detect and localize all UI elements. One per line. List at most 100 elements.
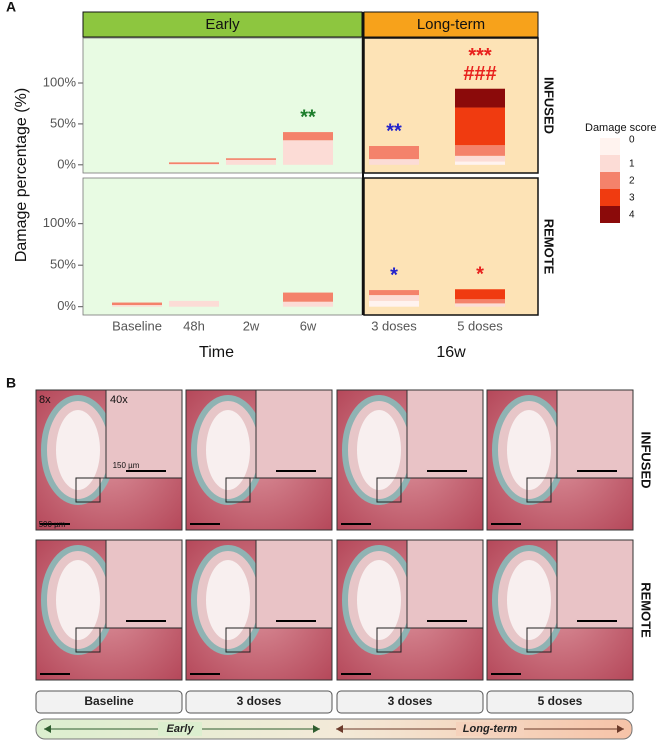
x-tick-label: Baseline xyxy=(112,318,162,333)
bar-segment xyxy=(455,161,505,165)
vessel-lumen xyxy=(507,410,551,490)
column-label: Baseline xyxy=(84,694,134,708)
significance: ### xyxy=(463,63,496,85)
inset xyxy=(556,539,634,629)
x-tick-label: 5 doses xyxy=(457,318,503,333)
legend-key xyxy=(600,206,620,223)
legend-key xyxy=(600,155,620,172)
x-group-label: 16w xyxy=(436,344,466,361)
legend-key xyxy=(600,172,620,189)
zoom-box xyxy=(526,627,552,653)
significance: * xyxy=(476,264,484,286)
zoom-box xyxy=(376,627,402,653)
legend-label: 0 xyxy=(629,135,635,146)
zoom-box xyxy=(75,627,101,653)
row-label: REMOTE xyxy=(639,582,654,638)
bar-segment xyxy=(455,299,505,304)
scale-label: 150 µm xyxy=(113,461,140,470)
vessel-lumen xyxy=(357,410,401,490)
zoom-box xyxy=(225,477,251,503)
bar-segment xyxy=(169,162,219,164)
column-label-box xyxy=(336,690,484,714)
scale-label: 500 µm xyxy=(39,520,66,529)
significance: ** xyxy=(300,106,316,128)
y-tick-label: 50% xyxy=(50,115,76,130)
x-tick-label: 48h xyxy=(183,318,205,333)
bar-segment xyxy=(369,300,419,307)
column-label: 3 doses xyxy=(388,694,433,708)
bar-segment xyxy=(369,290,419,296)
bar-segment xyxy=(455,289,505,300)
vessel-lumen xyxy=(507,560,551,640)
timeline-label: Long-term xyxy=(463,723,518,735)
zoom-box xyxy=(526,477,552,503)
bar-segment xyxy=(169,300,219,307)
bar-segment xyxy=(226,158,276,160)
bar-segment xyxy=(369,159,419,165)
bar-segment xyxy=(369,295,419,301)
bar-segment xyxy=(226,159,276,165)
y-axis-title: Damage percentage (%) xyxy=(13,88,30,262)
inset xyxy=(105,539,183,629)
legend-label: 1 xyxy=(629,159,635,170)
bar-segment xyxy=(369,146,419,160)
significance: * xyxy=(390,264,398,286)
vessel-lumen xyxy=(56,410,100,490)
bar-segment xyxy=(455,88,505,108)
timeline-label: Early xyxy=(167,723,195,735)
strip xyxy=(363,11,539,38)
legend-key xyxy=(600,189,620,206)
bar-segment xyxy=(283,140,333,165)
inset xyxy=(406,389,484,479)
y-tick-label: 50% xyxy=(50,257,76,272)
row-label: REMOTE xyxy=(542,219,557,275)
magnification: 40x xyxy=(110,394,128,406)
y-tick-label: 0% xyxy=(57,156,76,171)
zoom-box xyxy=(225,627,251,653)
bar-segment xyxy=(283,132,333,141)
zoom-box xyxy=(376,477,402,503)
column-label-box xyxy=(486,690,634,714)
bar-segment xyxy=(455,107,505,146)
bar-segment xyxy=(112,302,162,306)
legend-label: 2 xyxy=(629,176,635,187)
x-tick-label: 6w xyxy=(300,318,317,333)
strip-label: Early xyxy=(205,16,240,33)
x-group-label: Time xyxy=(199,344,234,361)
inset xyxy=(105,389,183,479)
timeline-label-bg xyxy=(456,722,524,736)
magnification: 8x xyxy=(39,394,51,406)
inset xyxy=(255,539,333,629)
panel-background xyxy=(83,178,362,315)
x-tick-label: 2w xyxy=(243,318,260,333)
bar-segment xyxy=(169,164,219,165)
column-label: 3 doses xyxy=(237,694,282,708)
legend-label: 3 xyxy=(629,193,635,204)
row-label: INFUSED xyxy=(639,431,654,488)
row-label: INFUSED xyxy=(542,77,557,134)
bar-segment xyxy=(112,305,162,307)
vessel-lumen xyxy=(206,560,250,640)
legend-key xyxy=(600,138,620,155)
bar-segment xyxy=(283,301,333,307)
y-tick-label: 0% xyxy=(57,298,76,313)
column-label: 5 doses xyxy=(538,694,583,708)
significance: ** xyxy=(386,120,402,142)
inset xyxy=(406,539,484,629)
strip xyxy=(82,11,363,38)
timeline-label-bg xyxy=(158,722,202,736)
panel-label: B xyxy=(6,375,16,391)
x-tick-label: 3 doses xyxy=(371,318,417,333)
y-tick-label: 100% xyxy=(43,215,77,230)
vessel-lumen xyxy=(56,560,100,640)
bar-segment xyxy=(455,303,505,307)
column-label-box xyxy=(35,690,183,714)
zoom-box xyxy=(75,477,101,503)
legend-label: 4 xyxy=(629,210,635,221)
y-tick-label: 100% xyxy=(43,74,77,89)
significance: *** xyxy=(468,45,492,67)
bar-segment xyxy=(455,145,505,156)
bar-segment xyxy=(455,155,505,162)
strip-label: Long-term xyxy=(417,16,485,33)
